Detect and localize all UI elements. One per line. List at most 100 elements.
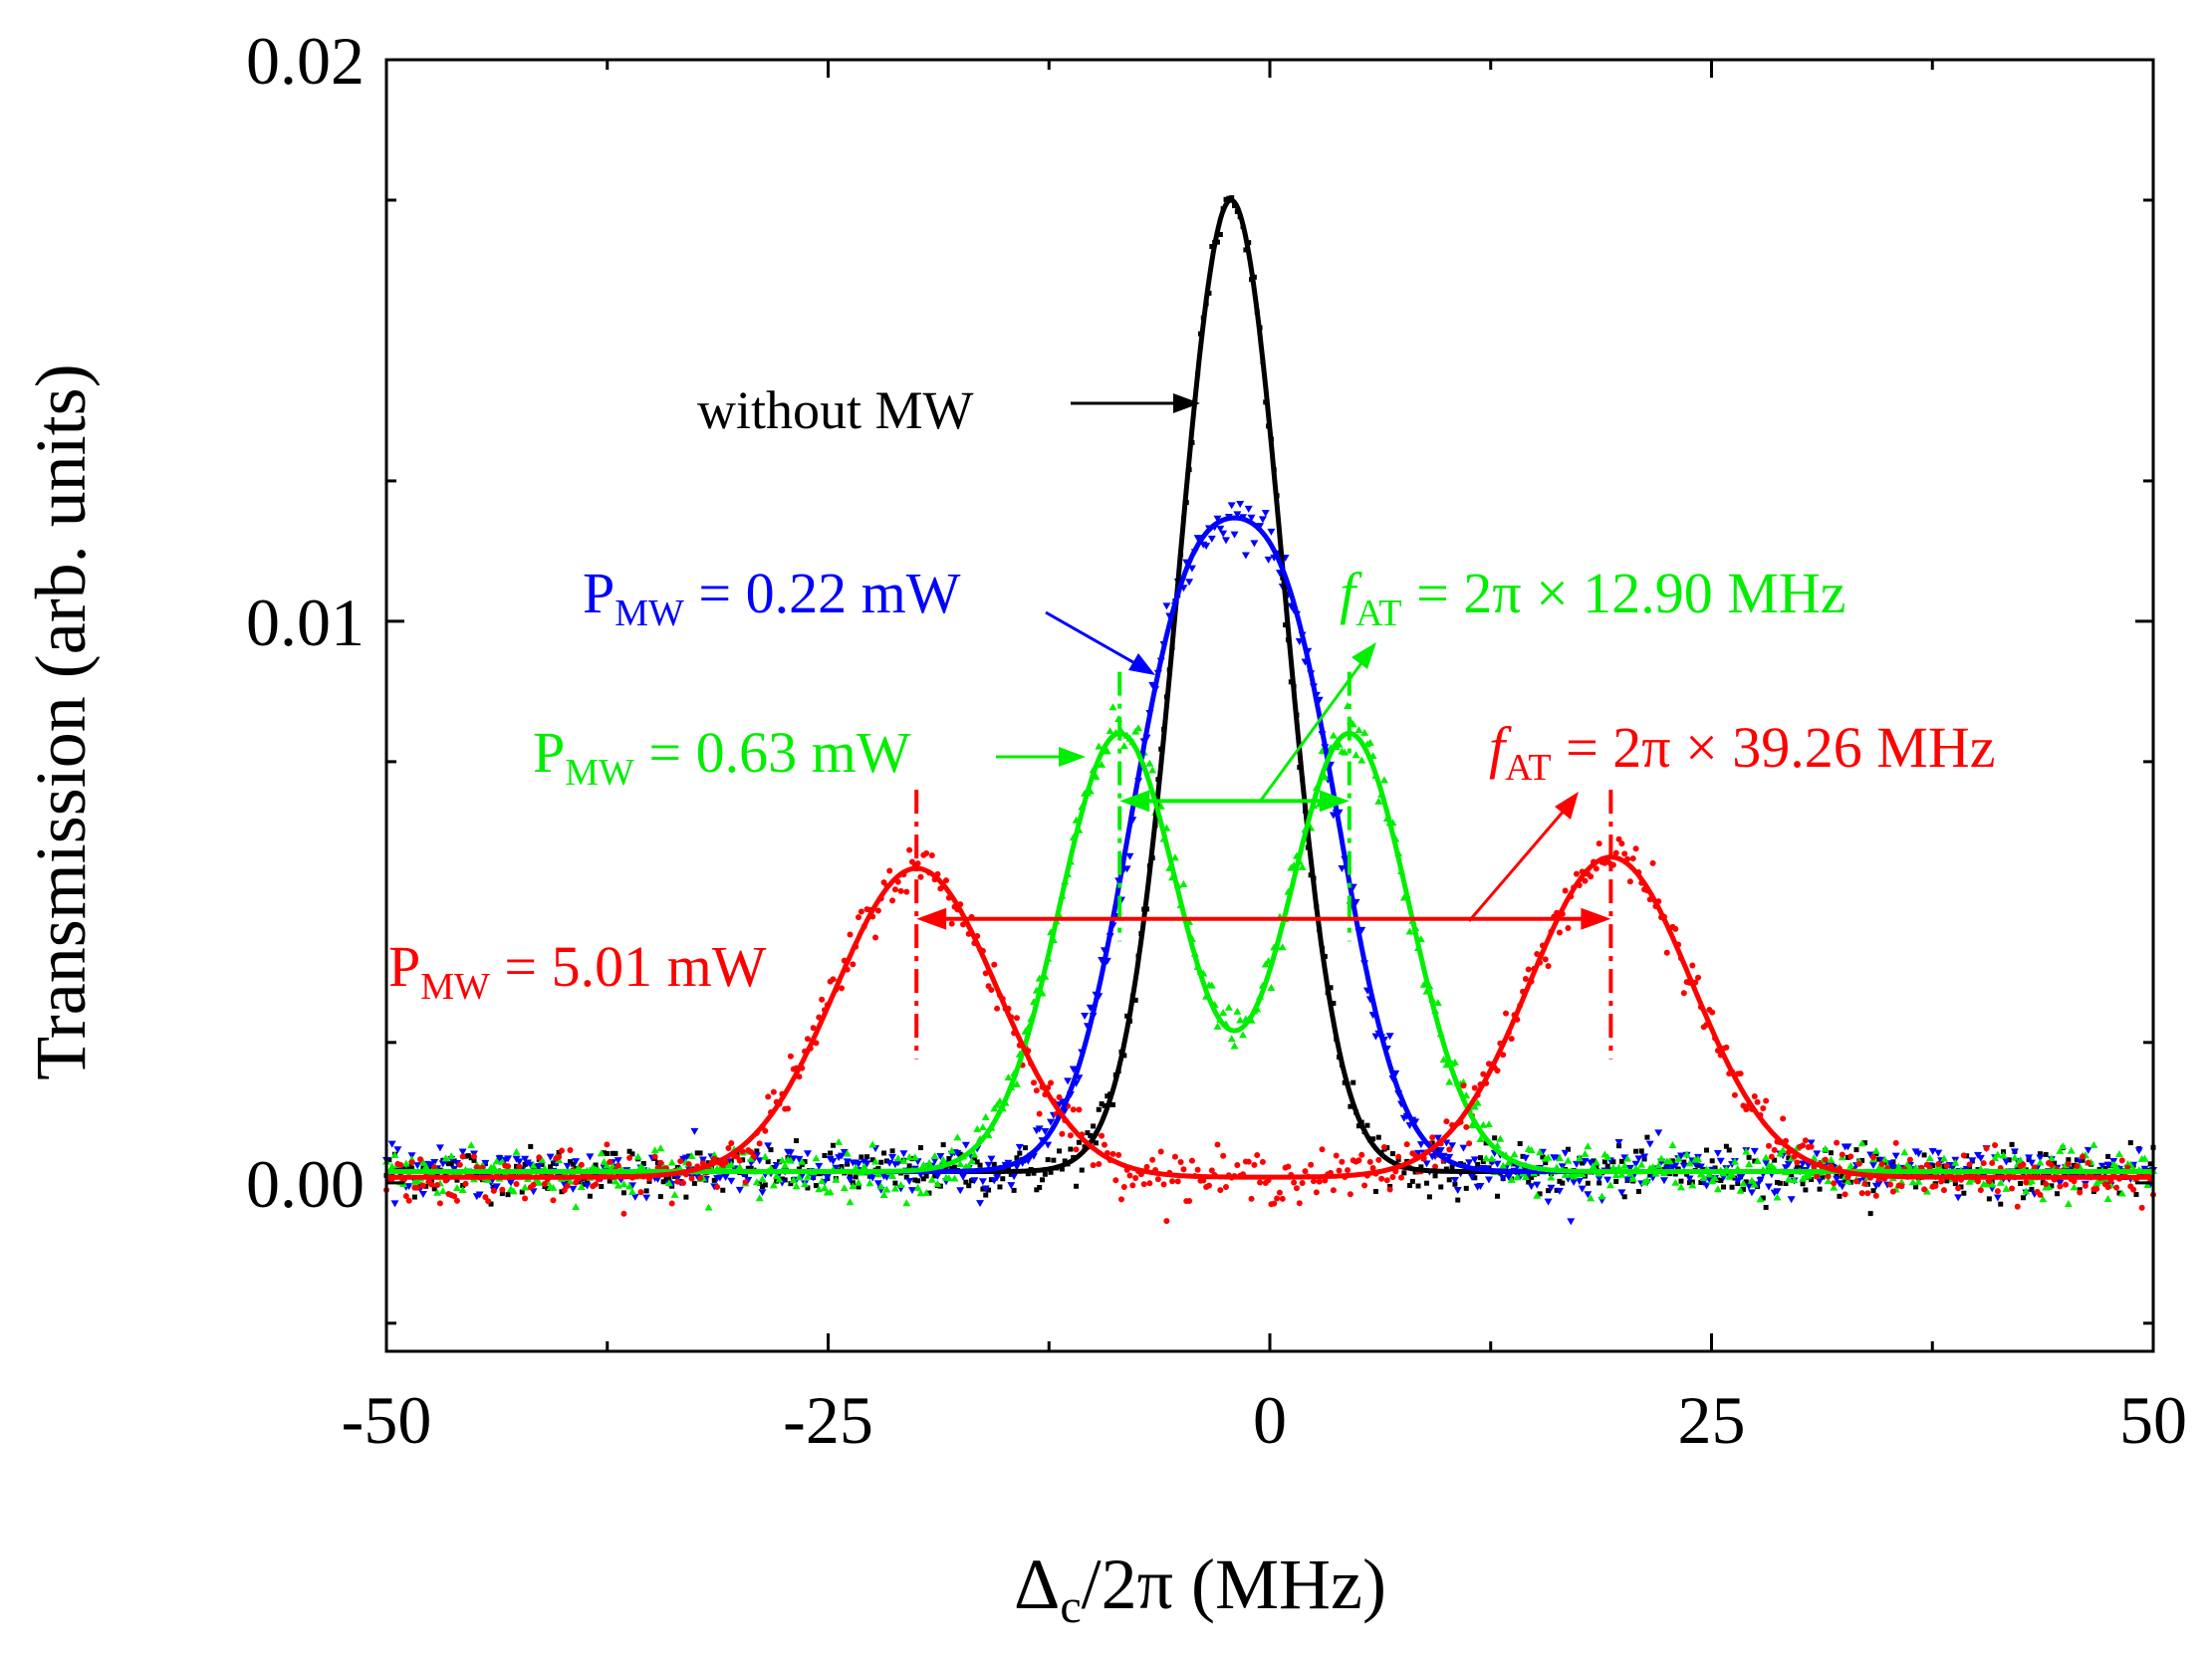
splitting-0: [1117, 671, 1352, 942]
data-point: [889, 1148, 895, 1154]
data-point: [2130, 1186, 2137, 1193]
data-point: [879, 1190, 888, 1198]
data-point: [869, 1157, 875, 1163]
data-point: [924, 1158, 933, 1166]
data-point: [1205, 1182, 1212, 1189]
data-point: [1739, 1179, 1748, 1187]
data-point: [957, 1151, 963, 1157]
data-point: [390, 1200, 399, 1208]
data-point: [734, 1151, 740, 1157]
data-point: [1453, 1187, 1462, 1195]
data-point: [1279, 1195, 1286, 1202]
data-point: [1450, 1177, 1459, 1185]
data-point: [1126, 1172, 1133, 1179]
data-point: [567, 1146, 574, 1153]
data-point: [1499, 1174, 1508, 1182]
data-point: [750, 1153, 757, 1160]
data-point: [1843, 1177, 1848, 1183]
data-point: [2022, 1187, 2031, 1195]
data-point: [860, 1162, 868, 1170]
data-point: [1361, 1182, 1368, 1189]
data-point: [801, 1180, 810, 1188]
data-point: [1093, 1140, 1099, 1146]
data-point: [1687, 1180, 1693, 1186]
data-point: [1721, 1184, 1727, 1190]
data-point: [1096, 1161, 1103, 1168]
data-point: [864, 1154, 870, 1160]
data-point: [1513, 1173, 1522, 1181]
data-point: [1603, 1153, 1612, 1161]
data-point: [932, 1173, 938, 1179]
data-point: [1983, 1145, 1990, 1152]
data-point: [1908, 1178, 1917, 1186]
data-point: [541, 1180, 548, 1187]
data-point: [855, 1178, 863, 1186]
data-point: [1370, 1136, 1376, 1142]
data-point: [874, 907, 881, 914]
data-point: [411, 1194, 417, 1200]
data-point: [882, 1185, 891, 1193]
data-point: [795, 1173, 804, 1181]
data-point: [969, 1178, 975, 1184]
data-point: [1869, 1154, 1876, 1161]
data-point: [1952, 1181, 1958, 1187]
data-point: [1861, 1180, 1868, 1187]
data-point: [1219, 530, 1228, 538]
data-point: [438, 1187, 447, 1195]
data-point: [735, 1186, 744, 1194]
data-point: [1763, 1204, 1769, 1210]
annotations: without MW PMW = 0.22 mW PMW = 0.63 mW P…: [388, 380, 1995, 1008]
data-point: [1048, 1169, 1054, 1175]
data-point: [452, 1184, 461, 1192]
data-point: [1807, 1139, 1816, 1147]
data-point: [964, 1162, 973, 1170]
data-point: [760, 1184, 766, 1190]
arrowhead-pmw-green: [1059, 747, 1086, 767]
data-point: [878, 1159, 884, 1165]
data-point: [691, 1180, 697, 1186]
data-point: [1017, 1150, 1023, 1156]
data-point: [1378, 1175, 1385, 1182]
data-point: [1401, 1170, 1407, 1176]
data-point: [789, 1155, 798, 1163]
data-point: [2054, 1191, 2060, 1197]
data-point: [650, 1146, 659, 1154]
data-point: [515, 1158, 524, 1166]
data-point: [506, 1179, 515, 1187]
data-point: [756, 1140, 763, 1147]
data-point: [456, 1161, 463, 1168]
data-point: [761, 1152, 770, 1160]
data-point: [1174, 1178, 1181, 1185]
data-point: [549, 1183, 558, 1191]
data-point: [748, 1165, 754, 1171]
splitting-arrowhead-left: [916, 907, 947, 930]
data-point: [927, 1175, 936, 1183]
data-point: [2027, 1159, 2036, 1167]
data-point: [1122, 865, 1131, 873]
data-point: [1145, 759, 1154, 767]
data-point: [471, 1157, 477, 1163]
data-point: [1665, 1157, 1674, 1165]
data-point: [1076, 1106, 1083, 1113]
data-point: [2014, 1203, 2021, 1210]
data-point: [803, 1150, 812, 1158]
data-point: [1617, 1170, 1626, 1178]
data-point: [1669, 1158, 1675, 1164]
data-point: [961, 1141, 970, 1149]
data-point: [1948, 1164, 1957, 1172]
data-point: [1857, 1139, 1866, 1147]
data-point: [593, 1162, 599, 1168]
data-point: [2112, 1162, 2121, 1170]
data-point: [1455, 1197, 1461, 1203]
data-point: [1442, 1139, 1451, 1147]
data-point: [1681, 1159, 1687, 1165]
data-point: [1338, 865, 1347, 873]
y-tick-label: 0.01: [246, 585, 365, 660]
data-point: [548, 1164, 554, 1170]
data-point: [1352, 751, 1360, 759]
data-point: [2074, 1162, 2081, 1169]
data-point: [1709, 1009, 1716, 1016]
data-point: [1705, 1176, 1714, 1184]
data-point: [587, 1193, 593, 1199]
data-point: [409, 1165, 415, 1171]
